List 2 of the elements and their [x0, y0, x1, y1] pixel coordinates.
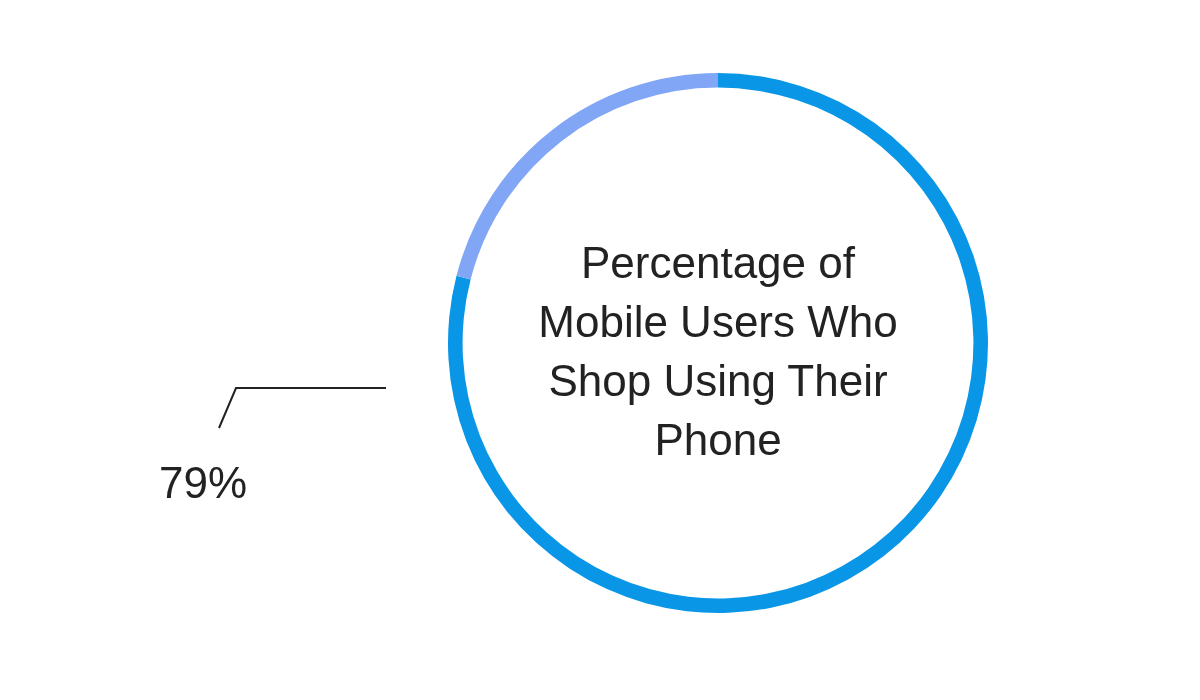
data-label: 79%	[158, 458, 248, 508]
text: Percentage of Mobile Users Who Shop Using Their Phone	[537, 237, 899, 466]
